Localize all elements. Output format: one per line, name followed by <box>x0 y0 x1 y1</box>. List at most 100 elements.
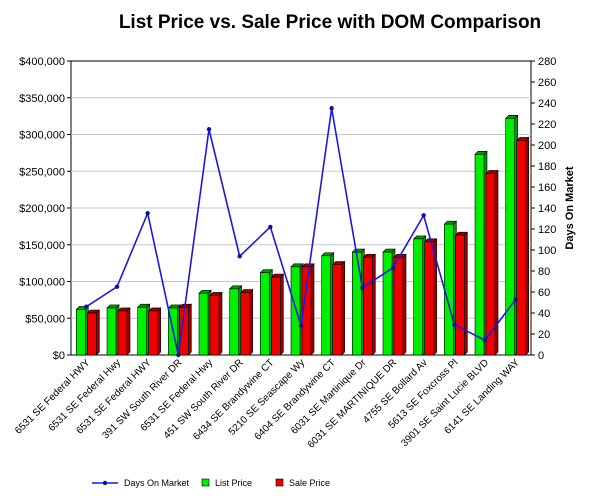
list-price-bar <box>106 304 120 356</box>
sale-price-bar-face <box>485 173 496 356</box>
list-price-bar <box>443 220 458 356</box>
list-price-bar <box>382 248 396 356</box>
days-on-market-point <box>360 285 365 290</box>
sale-price-bar-face <box>341 260 345 356</box>
sale-price-bar-face <box>332 264 342 356</box>
sale-price-bar <box>331 260 346 356</box>
y2-tick-label: 220 <box>538 119 556 131</box>
y2-tick-label: 0 <box>538 350 544 362</box>
list-price-bar-face <box>413 238 423 356</box>
sale-price-bar <box>485 169 499 356</box>
days-on-market-point <box>298 323 304 328</box>
sale-price-bar-face <box>424 241 434 356</box>
sale-price-bar-face <box>402 253 407 356</box>
y2-tick-label: 40 <box>538 308 550 320</box>
list-price-bar <box>504 114 519 356</box>
sale-price-bar <box>454 231 469 356</box>
list-price-bar-face <box>444 223 454 356</box>
list-price-bar <box>75 305 90 356</box>
list-price-bar <box>474 150 488 356</box>
y2-tick-label: 240 <box>538 98 556 110</box>
sale-price-bar-face <box>209 295 220 356</box>
legend-label: Days On Market <box>124 478 190 488</box>
sale-price-bar <box>362 253 377 356</box>
days-on-market-point <box>482 338 488 343</box>
sale-price-bar-face <box>179 306 189 356</box>
y-tick-label: $0 <box>53 350 65 362</box>
days-on-market-point <box>421 213 426 218</box>
days-on-market-point <box>176 352 181 358</box>
chart-title: List Price vs. Sale Price with DOM Compa… <box>118 12 542 33</box>
sale-price-bar-face <box>157 307 161 356</box>
legend-label: Sale Price <box>289 478 330 488</box>
y-tick-label: $100,000 <box>19 277 65 289</box>
list-price-bar <box>136 303 151 356</box>
list-price-bar-face <box>106 307 117 356</box>
list-price-bar-face <box>260 272 270 356</box>
sale-price-bar-face <box>525 136 529 356</box>
sale-price-bar-face <box>218 291 223 356</box>
legend-label: List Price <box>215 478 252 488</box>
days-on-market-point <box>114 284 120 289</box>
legend-line-marker <box>102 480 108 486</box>
y2-tick-label: 80 <box>538 266 550 278</box>
list-price-bar-face <box>382 251 393 356</box>
sale-price-bar-face <box>464 231 468 356</box>
sale-price-bar-face <box>301 266 312 356</box>
list-price-bar-face <box>137 306 147 356</box>
sale-price-bar-face <box>87 312 97 356</box>
y2-tick-label: 200 <box>538 140 556 152</box>
sale-price-bar-face <box>188 303 192 356</box>
y2-tick-label: 140 <box>538 203 556 215</box>
y2-tick-label: 260 <box>538 77 556 89</box>
y2-axis-label: Days On Market <box>564 166 576 249</box>
sale-price-bar-face <box>455 234 465 356</box>
y-tick-label: $350,000 <box>19 93 65 105</box>
list-price-bar <box>228 285 243 356</box>
list-price-bar-face <box>352 251 362 356</box>
y-tick-label: $50,000 <box>25 313 65 325</box>
list-price-bar <box>320 252 335 356</box>
y2-tick-label: 180 <box>538 161 556 173</box>
sale-price-bar-face <box>372 253 376 356</box>
sale-price-bar-face <box>516 140 526 356</box>
days-on-market-point <box>84 304 89 309</box>
y-tick-label: $300,000 <box>19 130 65 142</box>
y2-tick-label: 120 <box>538 224 556 236</box>
sale-price-bar-face <box>310 263 315 356</box>
sale-price-bar <box>393 253 407 356</box>
y2-tick-label: 60 <box>538 287 550 299</box>
y2-tick-label: 280 <box>538 56 556 68</box>
sale-price-bar <box>86 309 101 356</box>
sale-price-bar-face <box>363 256 373 356</box>
sale-price-bar-face <box>96 309 100 356</box>
list-price-bar-face <box>198 292 209 356</box>
sale-price-bar-face <box>126 307 131 356</box>
sale-price-bar-face <box>280 273 284 356</box>
sale-price-bar <box>178 303 193 356</box>
sale-price-bar <box>209 291 223 356</box>
list-price-bar <box>412 235 427 356</box>
days-on-market-point <box>390 265 396 271</box>
sale-price-bar <box>117 307 131 356</box>
days-on-market-point <box>513 297 518 302</box>
list-price-bar-face <box>505 118 515 356</box>
days-on-market-point <box>452 322 457 327</box>
sale-price-bar-face <box>117 310 128 356</box>
list-price-bar-face <box>229 288 239 356</box>
sale-price-bar <box>239 288 254 356</box>
list-price-bar <box>259 268 274 356</box>
legend-sale-swatch <box>275 478 284 487</box>
days-on-market-point <box>329 106 334 111</box>
y-tick-label: $150,000 <box>19 240 65 252</box>
sale-price-bar-face <box>240 292 250 356</box>
sale-price-bar-face <box>271 276 281 356</box>
list-price-bar-face <box>290 266 301 356</box>
list-price-bar <box>167 304 182 356</box>
sale-price-bar-face <box>393 256 404 356</box>
sale-price-bar-face <box>249 288 253 356</box>
legend-list-swatch <box>201 478 210 487</box>
list-price-bar <box>290 263 304 356</box>
sale-price-bar <box>301 263 315 356</box>
